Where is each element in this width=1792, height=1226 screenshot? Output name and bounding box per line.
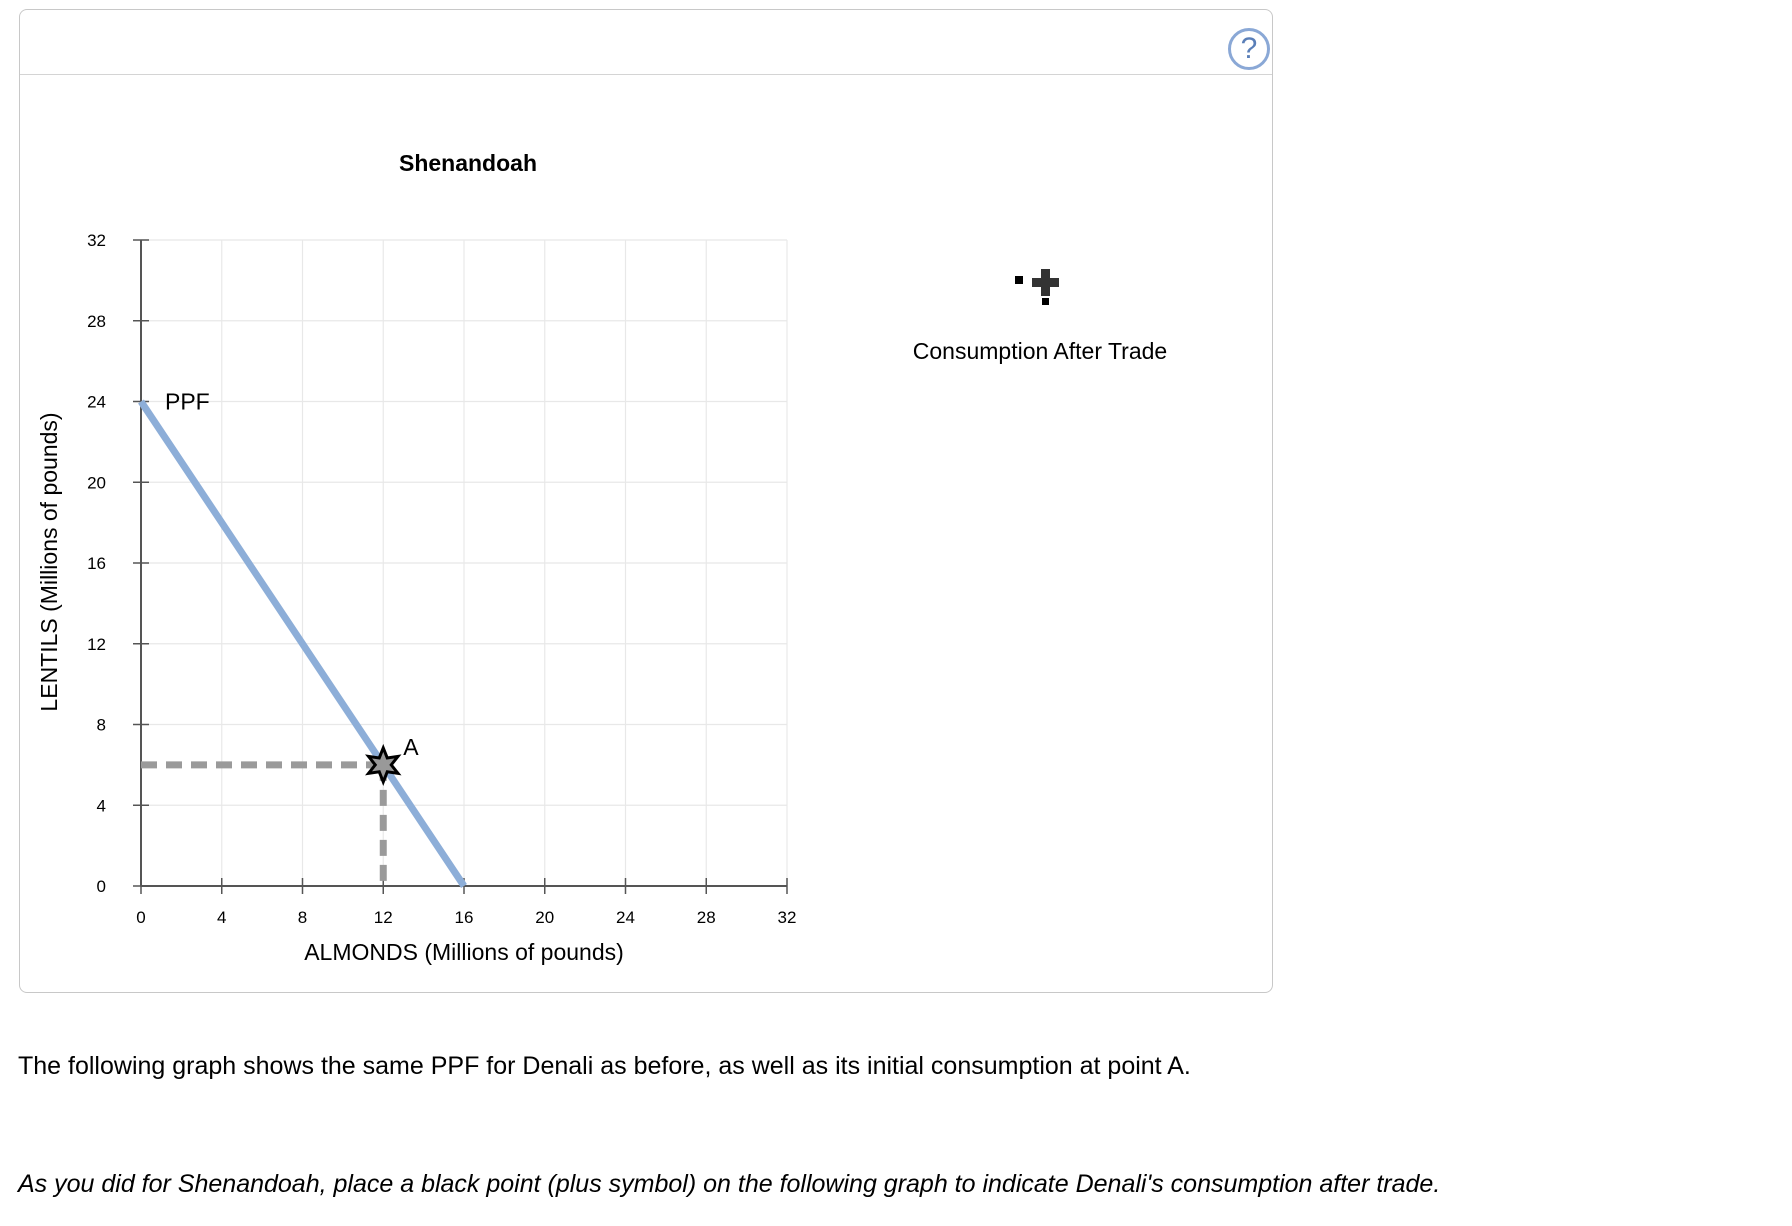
point-a-marker[interactable] — [365, 743, 402, 786]
panel-header — [20, 10, 1272, 75]
axes — [133, 239, 788, 894]
graph-panel: ? — [19, 9, 1273, 993]
series: PPF — [138, 389, 467, 888]
y-tick-label: 28 — [87, 312, 106, 331]
y-tick-label: 12 — [87, 635, 106, 654]
points: A — [365, 734, 419, 786]
ppf-label: PPF — [165, 389, 210, 415]
chart[interactable]: 0 4 8 12 16 20 24 28 32 0 4 8 12 16 20 24 28 32 PPF A She… — [0, 0, 1792, 1000]
y-tick-label: 0 — [97, 877, 106, 896]
chart-title: Shenandoah — [399, 150, 537, 176]
ppf-line[interactable] — [138, 399, 467, 888]
x-tick-label: 4 — [217, 908, 226, 927]
x-tick-label: 16 — [455, 908, 474, 927]
y-tick-label: 32 — [87, 231, 106, 250]
x-tick-label: 32 — [778, 908, 797, 927]
grid — [141, 239, 788, 886]
y-axis-label: LENTILS (Millions of pounds) — [36, 412, 62, 711]
x-tick-label: 0 — [136, 908, 145, 927]
y-tick-label: 16 — [87, 554, 106, 573]
x-tick-label: 24 — [616, 908, 635, 927]
palette-label: Consumption After Trade — [912, 338, 1168, 364]
y-tick-label: 24 — [87, 393, 106, 412]
help-icon: ? — [1240, 32, 1258, 65]
consumption-after-trade-tool[interactable] — [1015, 264, 1061, 310]
x-tick-label: 12 — [374, 908, 393, 927]
y-tick-label: 4 — [97, 796, 106, 815]
point-a-label: A — [403, 734, 419, 760]
y-tick-label: 8 — [97, 716, 106, 735]
x-tick-label: 8 — [298, 908, 307, 927]
help-button[interactable]: ? — [1228, 28, 1270, 70]
black-plus-icon — [1015, 269, 1059, 305]
y-tick-label: 20 — [87, 473, 106, 492]
x-tick-label: 28 — [697, 908, 716, 927]
tick-labels: 0 4 8 12 16 20 24 28 32 0 4 8 12 16 20 24 28 32 — [87, 231, 796, 927]
x-tick-label: 20 — [535, 908, 554, 927]
x-axis-label: ALMONDS (Millions of pounds) — [304, 939, 624, 965]
instruction-text: The following graph shows the same PPF f… — [18, 1052, 1191, 1080]
instruction-text-italic: As you did for Shenandoah, place a black… — [18, 1170, 1441, 1198]
